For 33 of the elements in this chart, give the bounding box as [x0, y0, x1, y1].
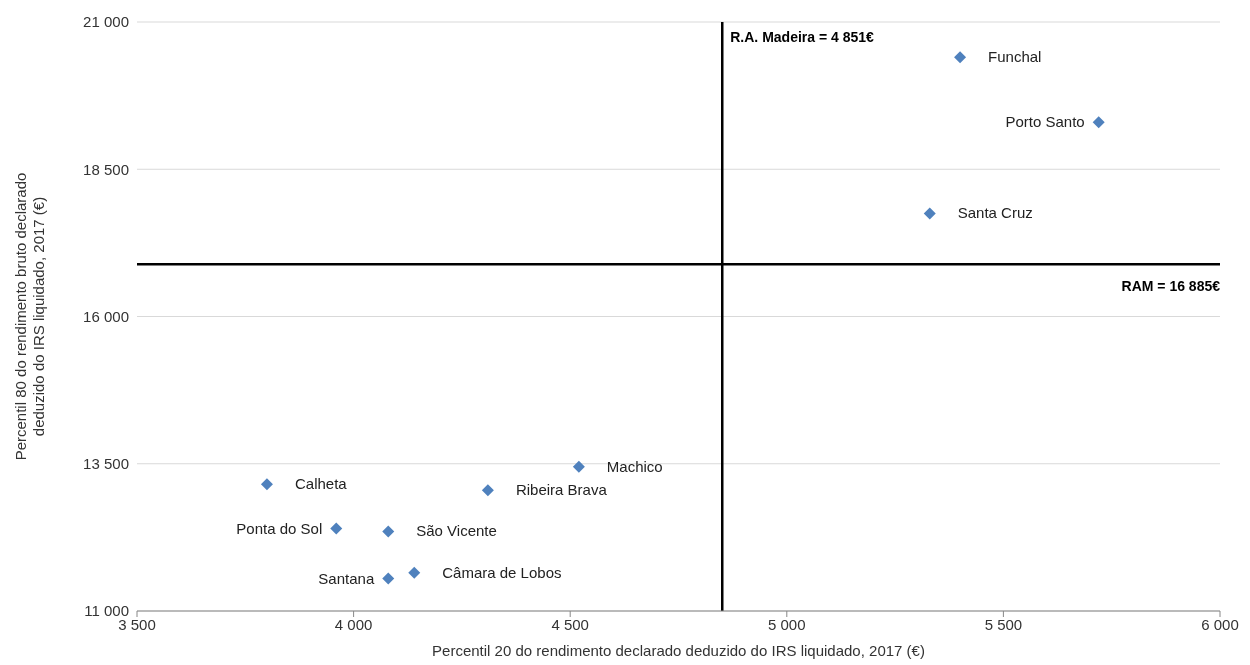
- ref-line-label: R.A. Madeira = 4 851€: [730, 29, 875, 45]
- x-tick-label: 5 000: [768, 615, 806, 633]
- x-tick-label: 6 000: [1201, 615, 1239, 633]
- point: [481, 484, 494, 497]
- x-tick-label: 5 500: [984, 615, 1023, 633]
- point: [382, 525, 395, 538]
- x-axis-title: Percentil 20 do rendimento declarado deduzido do IRS liquidado, 2017 (€): [432, 642, 925, 659]
- y-tick-label: 18 500: [83, 160, 129, 178]
- x-tick-label: 4 000: [334, 615, 373, 633]
- annotation: Machico: [606, 457, 663, 475]
- point: [1092, 116, 1105, 129]
- point: [382, 572, 395, 585]
- annotation: Porto Santo: [1005, 113, 1085, 131]
- y-axis-title: Percentil 80 do rendimento bruto declarado deduzido do IRS liquidado, 2017 (€): [12, 172, 47, 461]
- annotation: São Vicente: [416, 522, 497, 540]
- point: [572, 460, 585, 473]
- point: [330, 522, 343, 535]
- point: [408, 566, 421, 579]
- point: [954, 51, 967, 64]
- annotation: Santana: [318, 569, 375, 587]
- x-tick-label: 4 500: [551, 615, 589, 633]
- annotation: Funchal: [988, 48, 1042, 66]
- y-tick-label: 16 000: [83, 307, 129, 325]
- annotation: Ponta do Sol: [236, 519, 323, 537]
- ref-line-label: RAM = 16 885€: [1121, 278, 1221, 295]
- annotation: Ribeira Brava: [515, 481, 608, 499]
- annotation: Calheta: [294, 475, 348, 493]
- annotation: Santa Cruz: [957, 204, 1033, 222]
- point: [260, 478, 273, 491]
- y-tick-label: 21 000: [83, 13, 129, 31]
- annotation: Câmara de Lobos: [442, 563, 562, 581]
- y-tick-label: 13 500: [83, 455, 129, 473]
- point: [923, 207, 936, 220]
